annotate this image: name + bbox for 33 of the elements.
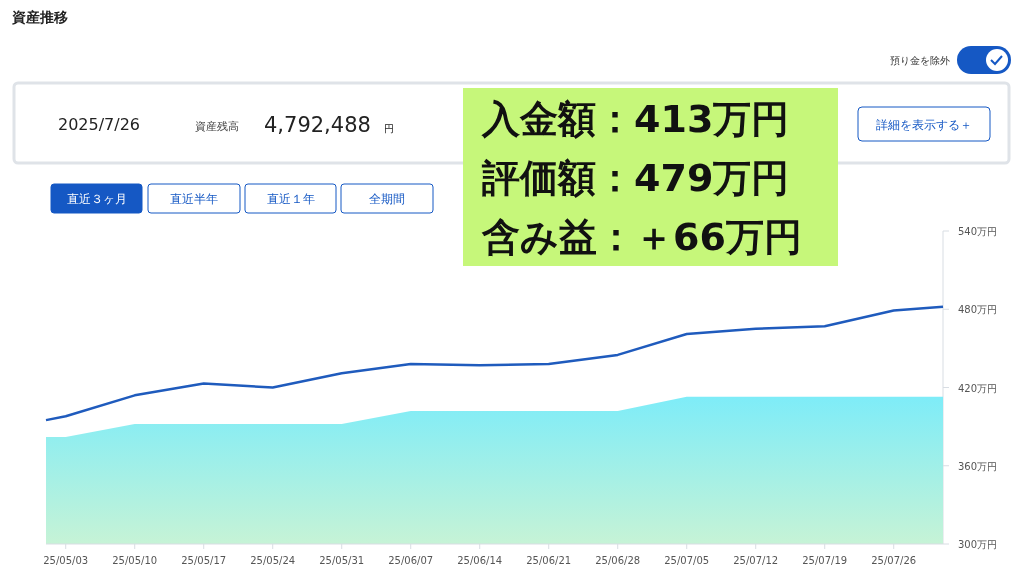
text: 4,792,488 [264,113,371,137]
text: 評価額：479万円 [481,156,790,200]
x-tick-label: 25/06/21 [526,555,572,566]
text: 資産残高 [195,120,239,133]
x-tick-label: 25/05/17 [181,555,227,566]
text: 入金額：413万円 [481,97,790,141]
text: 直近１年 [266,192,315,206]
x-tick-label: 25/05/31 [319,555,365,566]
x-tick-label: 25/06/14 [457,555,503,566]
y-tick-label: 360万円 [958,460,998,472]
text: 預り金を除外 [890,55,950,66]
line-series [44,305,945,422]
text: 直近３ヶ月 [66,192,127,206]
x-tick-label: 25/05/24 [250,555,296,566]
x-tick-label: 25/05/03 [43,555,89,566]
x-tick-label: 25/06/28 [595,555,641,566]
x-tick-label: 25/07/26 [871,555,917,566]
annotation: 含み益：＋66万円 [481,215,802,259]
x-tick-label: 25/06/07 [388,555,434,566]
y-tick-label: 480万円 [958,304,998,316]
text: 詳細を表示する＋ [876,118,972,132]
text: 円 [384,123,394,134]
x-tick-label: 25/05/10 [112,555,158,566]
x-tick-label: 25/07/05 [664,555,710,566]
chart-title: 資産推移 [11,9,68,25]
y-tick-label: 300万円 [958,539,998,550]
text: 全期間 [369,192,405,206]
text: 2025/7/26 [58,115,141,134]
x-tick-label: 25/07/12 [733,555,779,566]
y-tick-label: 420万円 [958,382,998,394]
x-tick-label: 25/07/19 [802,555,848,566]
text: 直近半年 [170,192,218,206]
y-tick-label: 540万円 [958,226,998,237]
